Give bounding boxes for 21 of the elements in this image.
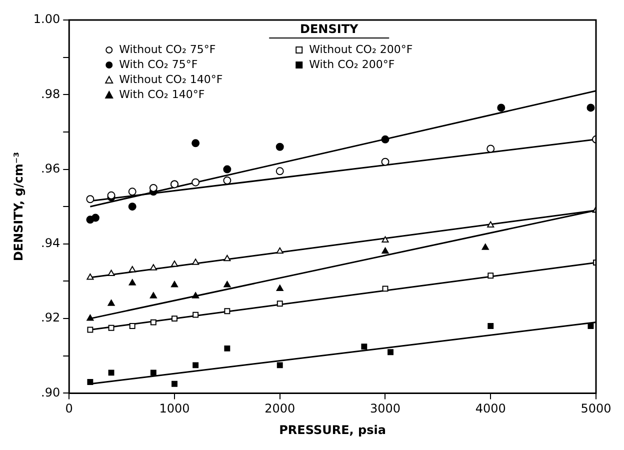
legend-label: Without CO₂ 140°F xyxy=(119,72,223,86)
x-tick-label: 2000 xyxy=(264,402,296,416)
y-tick-label: .94 xyxy=(41,236,60,250)
legend-label: Without CO₂ 200°F xyxy=(309,42,413,56)
x-tick-label: 3000 xyxy=(370,402,401,416)
x-tick-label: 1000 xyxy=(159,402,190,416)
legend-label: Without CO₂ 75°F xyxy=(119,42,216,56)
y-axis-title: DENSITY, g/cm⁻³ xyxy=(11,152,26,262)
y-tick-label: .90 xyxy=(41,385,60,400)
legend-label: With CO₂ 200°F xyxy=(309,58,395,71)
legend-title: DENSITY xyxy=(300,22,359,36)
y-tick-label: .96 xyxy=(41,161,60,176)
y-tick-label: .98 xyxy=(41,86,60,101)
x-tick-label: 0 xyxy=(65,402,73,416)
y-tick-label: .92 xyxy=(41,310,60,325)
x-tick-label: 4000 xyxy=(475,402,506,416)
legend-label: With CO₂ 75°F xyxy=(119,58,198,71)
x-tick-label: 5000 xyxy=(580,402,612,416)
x-axis-title: PRESSURE, psia xyxy=(279,422,386,437)
legend-label: With CO₂ 140°F xyxy=(119,88,205,101)
y-tick-label: 1.00 xyxy=(33,12,60,26)
